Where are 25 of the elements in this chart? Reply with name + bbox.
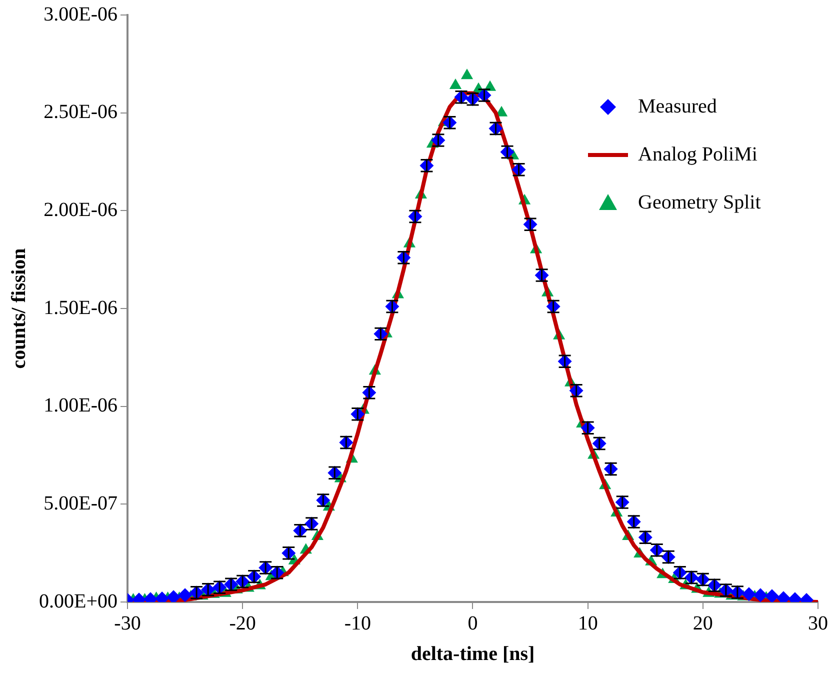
x-tick-label: -30 — [114, 612, 141, 634]
x-tick-label: 20 — [692, 612, 713, 634]
y-tick-label: 2.50E-06 — [44, 101, 118, 124]
point — [449, 78, 462, 89]
y-tick-label: 0.00E+00 — [38, 590, 118, 612]
y-tick-label: 1.00E-06 — [44, 394, 118, 417]
legend-label: Analog PoliMi — [638, 143, 758, 166]
x-tick-label: 0 — [468, 612, 478, 634]
point — [460, 68, 474, 80]
point — [753, 588, 768, 602]
point — [764, 589, 779, 602]
legend-label: Measured — [638, 95, 717, 118]
y-axis-title: counts/ fission — [8, 248, 30, 369]
y-tick-label: 2.00E-06 — [44, 198, 118, 221]
x-tick-label: 10 — [578, 612, 598, 634]
y-tick-label: 3.00E-06 — [44, 3, 118, 26]
y-tick-label: 1.50E-06 — [44, 296, 118, 319]
point — [178, 588, 192, 602]
y-tick-label: 5.00E-07 — [44, 492, 118, 514]
legend-label: Geometry Split — [638, 191, 762, 214]
x-tick-label: 30 — [808, 612, 828, 634]
x-tick-label: -10 — [344, 612, 371, 634]
point — [742, 587, 756, 602]
x-axis-title: delta-time [ns] — [410, 643, 535, 666]
x-tick-label: -20 — [229, 612, 256, 634]
